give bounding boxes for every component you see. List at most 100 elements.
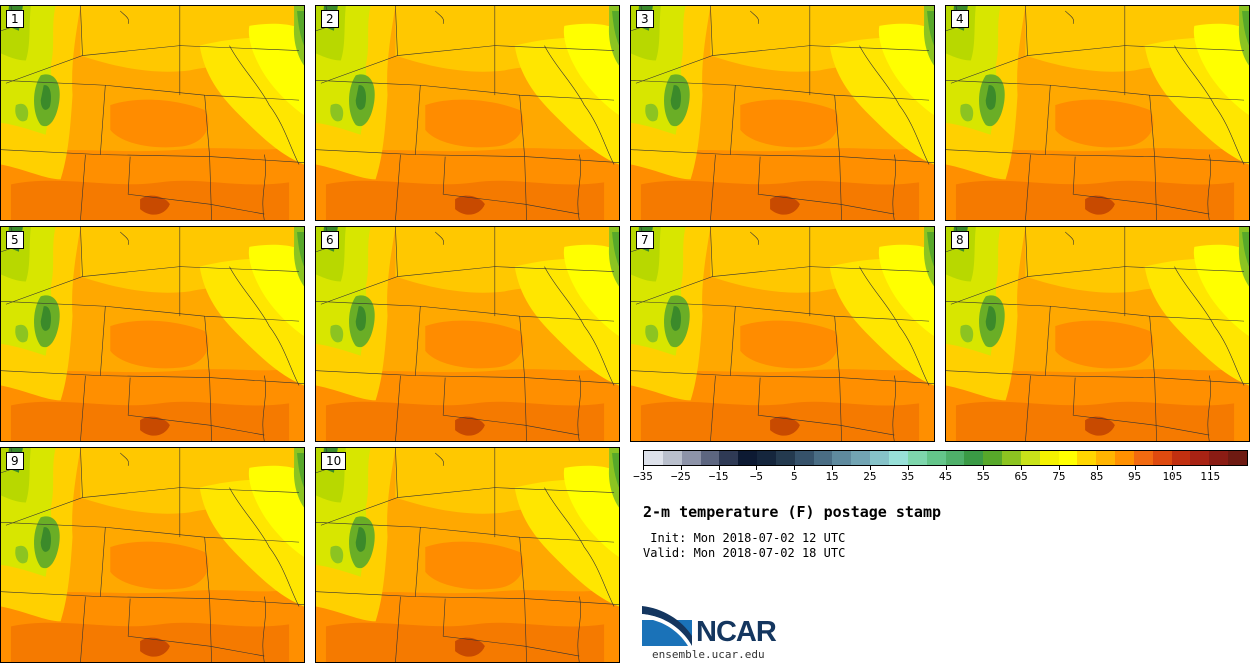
colorbar-cell — [1115, 451, 1134, 465]
colorbar-cell — [1190, 451, 1210, 465]
colorbar-cell — [681, 451, 701, 465]
colorbar-tickmark — [869, 466, 871, 470]
colorbar-cell — [757, 451, 776, 465]
postage-stamp-panel: 6 — [315, 226, 620, 442]
colorbar-tickmark — [1058, 466, 1060, 470]
colorbar-tick-label: −15 — [708, 470, 729, 483]
temperature-map — [946, 6, 1249, 220]
colorbar-tick-label: 95 — [1127, 470, 1142, 483]
panel-label: 10 — [321, 452, 347, 470]
colorbar-cell — [870, 451, 889, 465]
panel-label: 2 — [321, 10, 339, 28]
panel-label: 6 — [321, 231, 339, 249]
colorbar-cell — [888, 451, 908, 465]
temperature-map — [946, 227, 1249, 441]
colorbar-cell — [983, 451, 1003, 465]
ncar-swoosh-icon — [642, 606, 692, 646]
colorbar-cell — [813, 451, 833, 465]
postage-stamp-panel: 9 — [0, 447, 305, 663]
temperature-map — [316, 227, 619, 441]
postage-stamp-panel: 1 — [0, 5, 305, 221]
panel-label: 7 — [636, 231, 654, 249]
colorbar-cell — [794, 451, 814, 465]
colorbar-cell — [738, 451, 758, 465]
colorbar-tickmark — [1096, 466, 1098, 470]
colorbar-cell — [1133, 451, 1153, 465]
temperature-map — [1, 227, 304, 441]
temperature-map — [316, 6, 619, 220]
temperature-map — [316, 448, 619, 662]
colorbar-cell — [662, 451, 682, 465]
colorbar-tickmark — [1134, 466, 1136, 470]
colorbar-cell — [644, 451, 663, 465]
panel-label: 5 — [6, 231, 24, 249]
panel-label: 8 — [951, 231, 969, 249]
colorbar-tick-label: −25 — [670, 470, 691, 483]
colorbar-tickmark — [643, 466, 644, 470]
panel-label: 9 — [6, 452, 24, 470]
colorbar-cell — [700, 451, 720, 465]
colorbar-tick-label: −35 — [633, 470, 653, 483]
colorbar-tick-label: 85 — [1090, 470, 1104, 483]
panel-label: 3 — [636, 10, 654, 28]
colorbar-tickmark — [718, 466, 720, 470]
colorbar-cell — [926, 451, 946, 465]
postage-stamp-panel: 4 — [945, 5, 1250, 221]
temperature-colorbar — [643, 450, 1248, 466]
colorbar-tickmark — [1210, 466, 1212, 470]
ensemble-url: ensemble.ucar.edu — [652, 648, 765, 661]
ncar-logo: NCAR ensemble.ucar.edu — [642, 606, 792, 661]
colorbar-cell — [1209, 451, 1229, 465]
colorbar-ticks: −35 −25 −15 −5 5 15 25 35 45 55 65 75 85 95 105 115 — [633, 466, 1248, 484]
colorbar-cell — [775, 451, 795, 465]
colorbar-tickmark — [1021, 466, 1023, 470]
colorbar-tick-label: 25 — [863, 470, 877, 483]
postage-stamp-panel: 3 — [630, 5, 935, 221]
colorbar-tickmark — [832, 466, 834, 470]
colorbar-tickmark — [794, 466, 796, 470]
colorbar-tick-label: 75 — [1052, 470, 1066, 483]
postage-stamp-panel: 10 — [315, 447, 620, 663]
colorbar-tickmark — [1172, 466, 1174, 470]
ncar-logo-text: NCAR — [696, 616, 777, 648]
colorbar-tickmark — [945, 466, 947, 470]
colorbar-cell — [1039, 451, 1059, 465]
temperature-map — [1, 6, 304, 220]
colorbar-cell — [1002, 451, 1021, 465]
postage-stamp-panel: 8 — [945, 226, 1250, 442]
colorbar-cell — [1020, 451, 1040, 465]
colorbar-tick-label: 15 — [825, 470, 839, 483]
colorbar-tick-label: 115 — [1200, 470, 1221, 483]
postage-stamp-panel: 2 — [315, 5, 620, 221]
colorbar-cell — [1058, 451, 1078, 465]
colorbar-tickmark — [907, 466, 909, 470]
colorbar-cell — [832, 451, 852, 465]
colorbar-cell — [1096, 451, 1116, 465]
colorbar-cell — [907, 451, 927, 465]
colorbar-tick-label: 105 — [1162, 470, 1183, 483]
plot-title: 2-m temperature (F) postage stamp — [643, 503, 942, 521]
panel-label: 1 — [6, 10, 24, 28]
colorbar-tick-label: 55 — [976, 470, 990, 483]
colorbar-tickmark — [983, 466, 985, 470]
postage-stamp-panel: 7 — [630, 226, 935, 442]
colorbar-tick-label: 65 — [1014, 470, 1028, 483]
colorbar-cell — [719, 451, 739, 465]
temperature-map — [631, 227, 934, 441]
colorbar-cell — [1152, 451, 1172, 465]
postage-stamp-panel: 5 — [0, 226, 305, 442]
temperature-map — [631, 6, 934, 220]
panel-label: 4 — [951, 10, 969, 28]
colorbar-tick-label: −5 — [749, 470, 764, 483]
init-time: Init: Mon 2018-07-02 12 UTC — [643, 531, 846, 545]
colorbar-cell — [1171, 451, 1191, 465]
temperature-map — [1, 448, 304, 662]
colorbar-tick-label: 35 — [901, 470, 915, 483]
colorbar-cell — [851, 451, 871, 465]
colorbar-tick-label: 45 — [938, 470, 953, 483]
colorbar-tickmark — [680, 466, 682, 470]
colorbar-cell — [1077, 451, 1097, 465]
colorbar-cell — [1228, 451, 1247, 465]
colorbar-tick-label: 5 — [790, 470, 798, 483]
colorbar-cell — [964, 451, 984, 465]
